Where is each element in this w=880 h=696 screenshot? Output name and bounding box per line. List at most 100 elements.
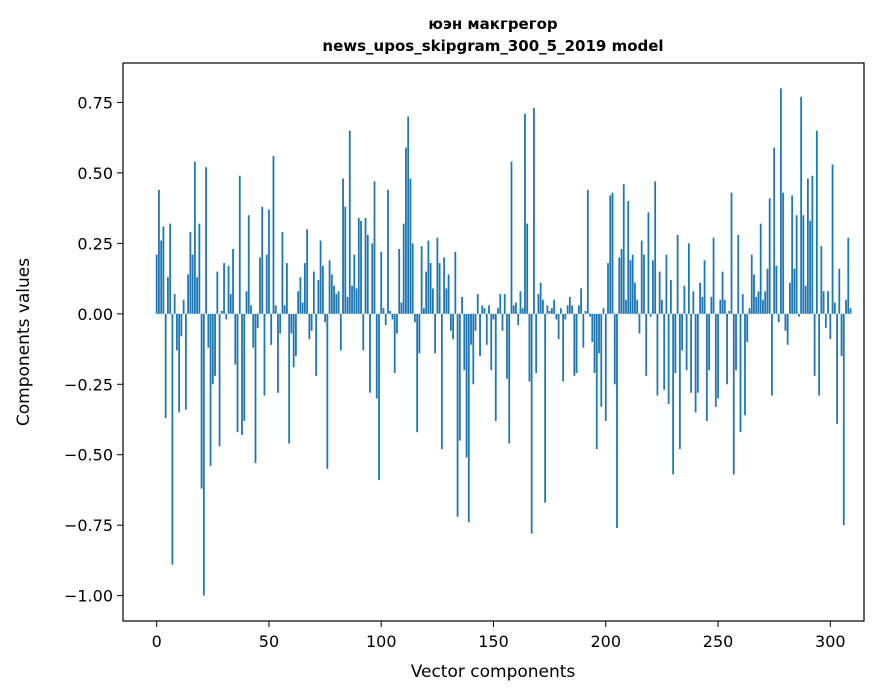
bar-214 (636, 299, 639, 314)
bar-276 (775, 265, 778, 314)
bar-107 (396, 313, 398, 334)
bar-55 (279, 313, 282, 334)
bar-199 (602, 308, 605, 314)
bar-16 (191, 254, 194, 314)
bar-225 (661, 299, 663, 314)
x-tick-label: 150 (478, 632, 509, 651)
bar-121 (427, 240, 430, 314)
bar-159 (512, 305, 515, 314)
bar-169 (535, 313, 538, 373)
bar-128 (443, 257, 445, 314)
bar-287 (800, 96, 803, 314)
bar-154 (501, 313, 504, 331)
bar-170 (537, 294, 540, 314)
bar-166 (528, 313, 531, 382)
bar-17 (193, 161, 196, 314)
bar-155 (503, 294, 506, 314)
bar-290 (806, 178, 809, 314)
bar-53 (274, 305, 277, 314)
bar-5 (167, 277, 169, 314)
bar-series (155, 88, 852, 596)
bar-163 (521, 308, 524, 314)
bar-300 (829, 313, 832, 340)
bar-127 (440, 313, 443, 450)
x-tick-label: 0 (152, 632, 162, 651)
bar-252 (721, 271, 724, 314)
bar-12 (182, 299, 185, 314)
bar-216 (640, 240, 643, 314)
bar-30 (223, 263, 225, 314)
bar-96 (371, 243, 374, 314)
bar-301 (831, 164, 834, 314)
bar-42 (250, 305, 252, 314)
bar-186 (573, 313, 576, 376)
bar-78 (330, 274, 333, 314)
bar-158 (510, 161, 513, 314)
bar-100 (380, 251, 383, 314)
bar-245 (705, 313, 708, 421)
bar-43 (252, 313, 255, 348)
bar-23 (207, 313, 210, 348)
bar-20 (200, 313, 203, 489)
bar-212 (631, 254, 634, 314)
bar-201 (607, 263, 609, 314)
bar-46 (259, 257, 261, 314)
bar-151 (494, 313, 497, 421)
bar-179 (557, 313, 560, 340)
bar-238 (690, 313, 692, 393)
bar-304 (838, 268, 841, 314)
bar-113 (409, 178, 412, 314)
bar-52 (272, 156, 275, 314)
x-tick-label: 100 (366, 632, 397, 651)
bar-8 (173, 294, 176, 314)
bar-48 (263, 313, 266, 396)
bar-247 (710, 296, 713, 314)
bar-57 (283, 305, 286, 314)
bar-104 (389, 311, 392, 314)
bar-132 (452, 313, 454, 340)
bar-296 (820, 246, 823, 314)
y-tick-label: −0.50 (64, 446, 113, 465)
bar-302 (833, 302, 836, 314)
bar-122 (429, 263, 432, 314)
bar-6 (169, 223, 172, 314)
bar-176 (550, 308, 553, 314)
bar-229 (669, 280, 672, 314)
bar-144 (479, 313, 481, 357)
bar-14 (187, 274, 190, 314)
bar-235 (683, 285, 686, 314)
bar-205 (616, 313, 618, 528)
bar-88 (353, 254, 356, 314)
bar-303 (836, 313, 838, 424)
bar-112 (407, 116, 410, 314)
y-tick-label: 0.50 (77, 164, 113, 183)
bar-175 (548, 311, 551, 314)
bar-286 (797, 313, 800, 317)
bar-292 (811, 175, 814, 314)
bar-145 (481, 305, 484, 314)
bar-198 (600, 313, 603, 407)
bar-37 (238, 175, 241, 314)
bar-167 (530, 313, 533, 534)
bar-65 (301, 302, 304, 314)
bar-195 (593, 313, 596, 373)
bar-36 (236, 313, 239, 433)
bar-51 (270, 313, 273, 345)
y-tick-label: 0.25 (77, 234, 113, 253)
bar-183 (566, 305, 569, 314)
bar-288 (802, 215, 805, 314)
bar-139 (467, 313, 470, 523)
bar-131 (449, 313, 452, 331)
bar-39 (243, 313, 246, 421)
bar-24 (209, 313, 212, 466)
y-tick-label: −1.00 (64, 587, 113, 606)
bar-91 (360, 220, 362, 314)
bar-101 (382, 308, 385, 314)
bar-295 (818, 313, 820, 396)
bar-308 (847, 237, 850, 314)
bar-38 (241, 313, 243, 435)
bar-50 (268, 209, 270, 314)
bar-213 (634, 282, 636, 314)
bar-153 (499, 294, 502, 314)
